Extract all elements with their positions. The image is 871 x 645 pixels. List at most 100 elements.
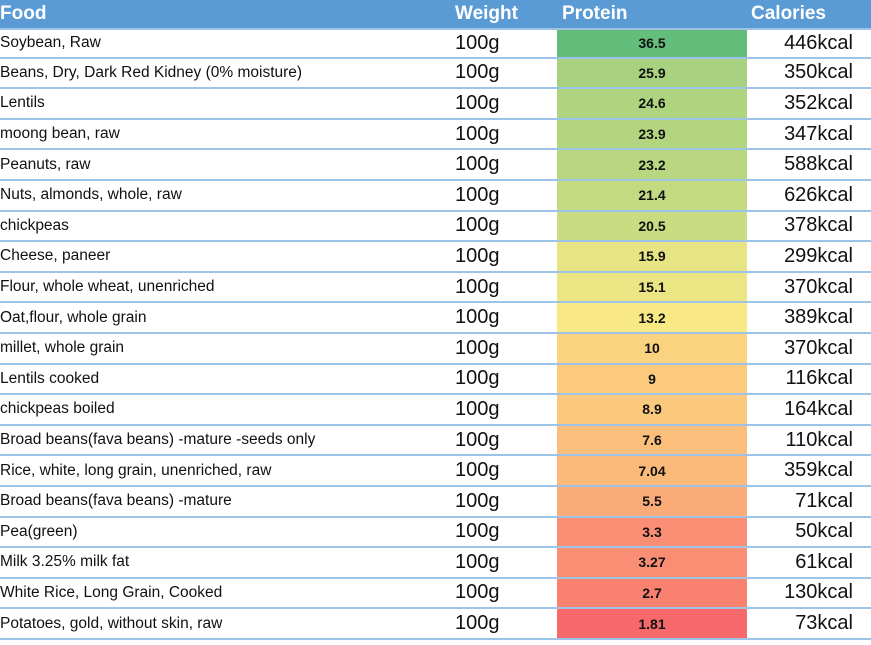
weight-cell: 100g — [455, 428, 500, 451]
table-row: Peanuts, raw 100g 23.2 588kcal — [0, 150, 871, 181]
weight-cell: 100g — [455, 489, 500, 512]
weight-cell: 100g — [455, 91, 500, 114]
food-cell: Peanuts, raw — [0, 155, 91, 173]
table-row: Lentils cooked 100g 9 116kcal — [0, 364, 871, 396]
table-row: White Rice, Long Grain, Cooked 100g 2.7 130… — [0, 578, 871, 610]
protein-cell: 24.6 — [557, 89, 747, 118]
protein-cell: 36.5 — [557, 30, 747, 57]
protein-cell: 9 — [557, 364, 747, 394]
protein-cell: 13.2 — [557, 303, 747, 332]
weight-cell: 100g — [455, 244, 500, 267]
calories-cell: 130kcal — [784, 581, 853, 604]
protein-cell: 1.81 — [557, 609, 747, 638]
calories-cell: 73kcal — [795, 612, 853, 635]
weight-cell: 100g — [455, 581, 500, 604]
protein-cell: 15.9 — [557, 242, 747, 271]
food-cell: Nuts, almonds, whole, raw — [0, 186, 182, 204]
protein-cell: 7.04 — [557, 456, 747, 485]
weight-cell: 100g — [455, 367, 500, 390]
calories-cell: 164kcal — [784, 397, 853, 420]
table-row: chickpeas boiled 100g 8.9 164kcal — [0, 395, 871, 426]
food-cell: Cheese, paneer — [0, 247, 111, 265]
weight-cell: 100g — [455, 275, 500, 298]
food-cell: Broad beans(fava beans) -mature — [0, 492, 232, 510]
table-row: Soybean, Raw 100g 36.5 446kcal — [0, 28, 871, 59]
protein-cell: 5.5 — [557, 486, 747, 516]
calories-cell: 110kcal — [785, 428, 853, 451]
food-cell: Broad beans(fava beans) -mature -seeds o… — [0, 431, 316, 449]
calories-cell: 359kcal — [784, 459, 853, 482]
protein-cell: 2.7 — [557, 578, 747, 608]
table-row: Potatoes, gold, without skin, raw 100g 1.8… — [0, 609, 871, 640]
calories-cell: 378kcal — [784, 214, 853, 237]
protein-cell: 7.6 — [557, 425, 747, 455]
calories-cell: 352kcal — [784, 91, 853, 114]
calories-cell: 389kcal — [784, 306, 853, 329]
food-cell: Lentils cooked — [0, 369, 100, 387]
food-cell: Lentils — [0, 94, 45, 112]
header-weight: Weight — [455, 3, 518, 24]
calories-cell: 626kcal — [784, 183, 853, 206]
weight-cell: 100g — [455, 122, 500, 145]
table-row: Milk 3.25% milk fat 100g 3.27 61kcal — [0, 548, 871, 579]
table-row: moong bean, raw 100g 23.9 347kcal — [0, 119, 871, 151]
weight-cell: 100g — [455, 550, 500, 573]
weight-cell: 100g — [455, 61, 500, 84]
protein-cell: 10 — [557, 333, 747, 363]
weight-cell: 100g — [455, 397, 500, 420]
protein-cell: 3.27 — [557, 548, 747, 577]
weight-cell: 100g — [455, 459, 500, 482]
weight-cell: 100g — [455, 336, 500, 359]
protein-cell: 8.9 — [557, 395, 747, 424]
protein-cell: 25.9 — [557, 58, 747, 88]
protein-cell: 23.2 — [557, 150, 747, 179]
food-cell: Potatoes, gold, without skin, raw — [0, 614, 223, 632]
table-row: Oat,flour, whole grain 100g 13.2 389kcal — [0, 303, 871, 334]
table-row: Broad beans(fava beans) -mature -seeds o… — [0, 425, 871, 457]
calories-cell: 347kcal — [784, 122, 853, 145]
table-body: Soybean, Raw 100g 36.5 446kcal Beans, Dry, D… — [0, 28, 871, 640]
weight-cell: 100g — [455, 612, 500, 635]
food-cell: Rice, white, long grain, unenriched, raw — [0, 461, 272, 479]
header-calories: Calories — [751, 3, 826, 24]
food-cell: moong bean, raw — [0, 125, 120, 143]
weight-cell: 100g — [455, 214, 500, 237]
table-row: Cheese, paneer 100g 15.9 299kcal — [0, 242, 871, 273]
food-cell: Soybean, Raw — [0, 34, 101, 52]
calories-cell: 370kcal — [784, 336, 853, 359]
weight-cell: 100g — [455, 183, 500, 206]
calories-cell: 61kcal — [795, 550, 853, 573]
table-row: chickpeas 100g 20.5 378kcal — [0, 211, 871, 243]
food-cell: Beans, Dry, Dark Red Kidney (0% moisture… — [0, 63, 303, 81]
food-cell: millet, whole grain — [0, 339, 125, 357]
food-cell: chickpeas — [0, 216, 69, 234]
calories-cell: 116kcal — [785, 367, 853, 390]
food-cell: chickpeas boiled — [0, 400, 115, 418]
protein-cell: 20.5 — [557, 211, 747, 241]
calories-cell: 446kcal — [784, 31, 853, 54]
table-row: Flour, whole wheat, unenriched 100g 15.1 37… — [0, 272, 871, 304]
food-cell: Pea(green) — [0, 522, 78, 540]
calories-cell: 370kcal — [784, 275, 853, 298]
calories-cell: 299kcal — [784, 244, 853, 267]
table-row: millet, whole grain 100g 10 370kcal — [0, 333, 871, 365]
table-header: Food Weight Protein Calories — [0, 0, 871, 28]
protein-cell: 21.4 — [557, 180, 747, 210]
calories-cell: 350kcal — [784, 61, 853, 84]
protein-cell: 15.1 — [557, 272, 747, 302]
header-food: Food — [0, 3, 47, 24]
weight-cell: 100g — [455, 31, 500, 54]
table-row: Lentils 100g 24.6 352kcal — [0, 89, 871, 120]
weight-cell: 100g — [455, 153, 500, 176]
food-cell: Oat,flour, whole grain — [0, 308, 147, 326]
header-protein: Protein — [562, 3, 628, 24]
calories-cell: 71kcal — [795, 489, 853, 512]
weight-cell: 100g — [455, 306, 500, 329]
calories-cell: 588kcal — [784, 153, 853, 176]
protein-cell: 23.9 — [557, 119, 747, 149]
food-cell: Flour, whole wheat, unenriched — [0, 278, 215, 296]
protein-cell: 3.3 — [557, 517, 747, 547]
food-cell: Milk 3.25% milk fat — [0, 553, 130, 571]
table-row: Nuts, almonds, whole, raw 100g 21.4 626kcal — [0, 180, 871, 212]
